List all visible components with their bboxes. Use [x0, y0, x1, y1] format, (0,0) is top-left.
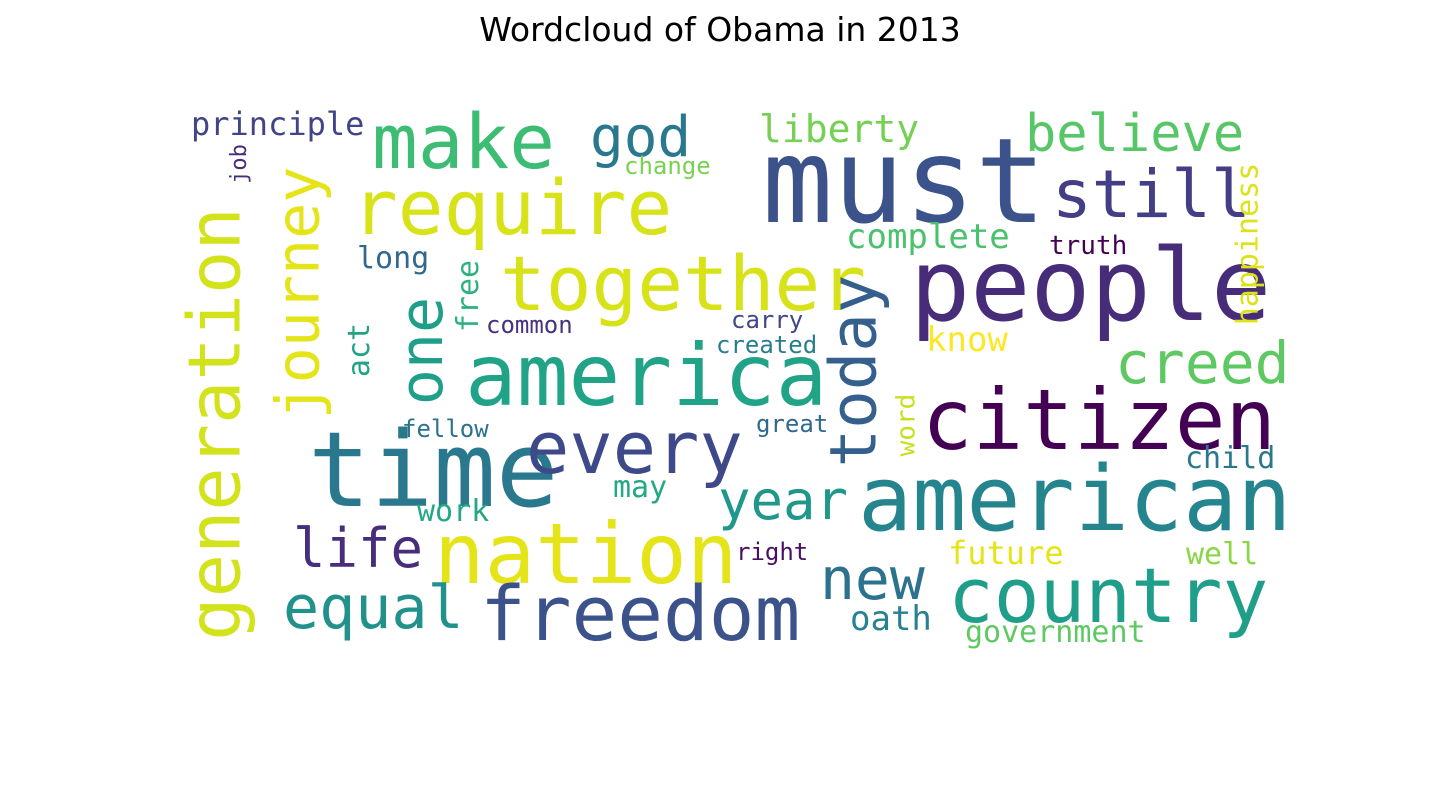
word-fellow: fellow — [402, 415, 489, 443]
word-require: require — [352, 163, 673, 252]
word-common: common — [486, 311, 573, 339]
word-may: may — [613, 470, 668, 505]
word-generation: generation — [172, 207, 257, 641]
word-well: well — [1186, 537, 1259, 572]
word-equal: equal — [283, 573, 464, 643]
word-truth: truth — [1049, 231, 1128, 261]
word-change: change — [624, 152, 711, 180]
word-together: together — [500, 239, 867, 328]
word-long: long — [357, 241, 430, 276]
word-creed: creed — [1115, 329, 1290, 397]
word-year: year — [718, 469, 849, 532]
word-life: life — [293, 517, 424, 580]
word-believe: believe — [1025, 104, 1245, 164]
word-carry: carry — [731, 306, 804, 334]
word-nation: nation — [434, 505, 738, 603]
word-principle: principle — [191, 105, 365, 143]
word-free: free — [451, 259, 487, 333]
word-created: created — [716, 331, 818, 359]
word-every: every — [526, 406, 743, 490]
word-right: right — [736, 538, 809, 566]
word-one: one — [387, 296, 458, 406]
word-today: today — [817, 274, 892, 468]
word-liberty: liberty — [759, 107, 920, 151]
word-make: make — [372, 97, 556, 186]
word-child: child — [1185, 441, 1276, 476]
word-great: great — [756, 410, 829, 438]
word-american: american — [858, 447, 1292, 552]
word-work: work — [417, 494, 490, 529]
word-know: know — [926, 320, 1008, 360]
word-people: people — [910, 227, 1272, 344]
word-government: government — [965, 615, 1146, 650]
word-god: god — [590, 105, 692, 170]
word-country: country — [948, 551, 1269, 640]
word-still: still — [1052, 156, 1251, 233]
word-america: america — [465, 326, 828, 426]
word-citizen: citizen — [922, 371, 1277, 469]
word-must: must — [762, 112, 1047, 250]
word-complete: complete — [846, 217, 1010, 257]
word-future: future — [948, 534, 1064, 572]
word-act: act — [342, 322, 378, 378]
word-word: word — [891, 393, 922, 457]
word-freedom: freedom — [480, 569, 801, 658]
word-job: job — [226, 144, 252, 184]
word-new: new — [820, 545, 925, 613]
word-journey: journey — [263, 166, 334, 420]
word-happiness: happiness — [1230, 162, 1266, 326]
word-time: time — [308, 409, 559, 531]
word-oath: oath — [850, 599, 932, 639]
chart-title: Wordcloud of Obama in 2013 — [479, 10, 961, 49]
